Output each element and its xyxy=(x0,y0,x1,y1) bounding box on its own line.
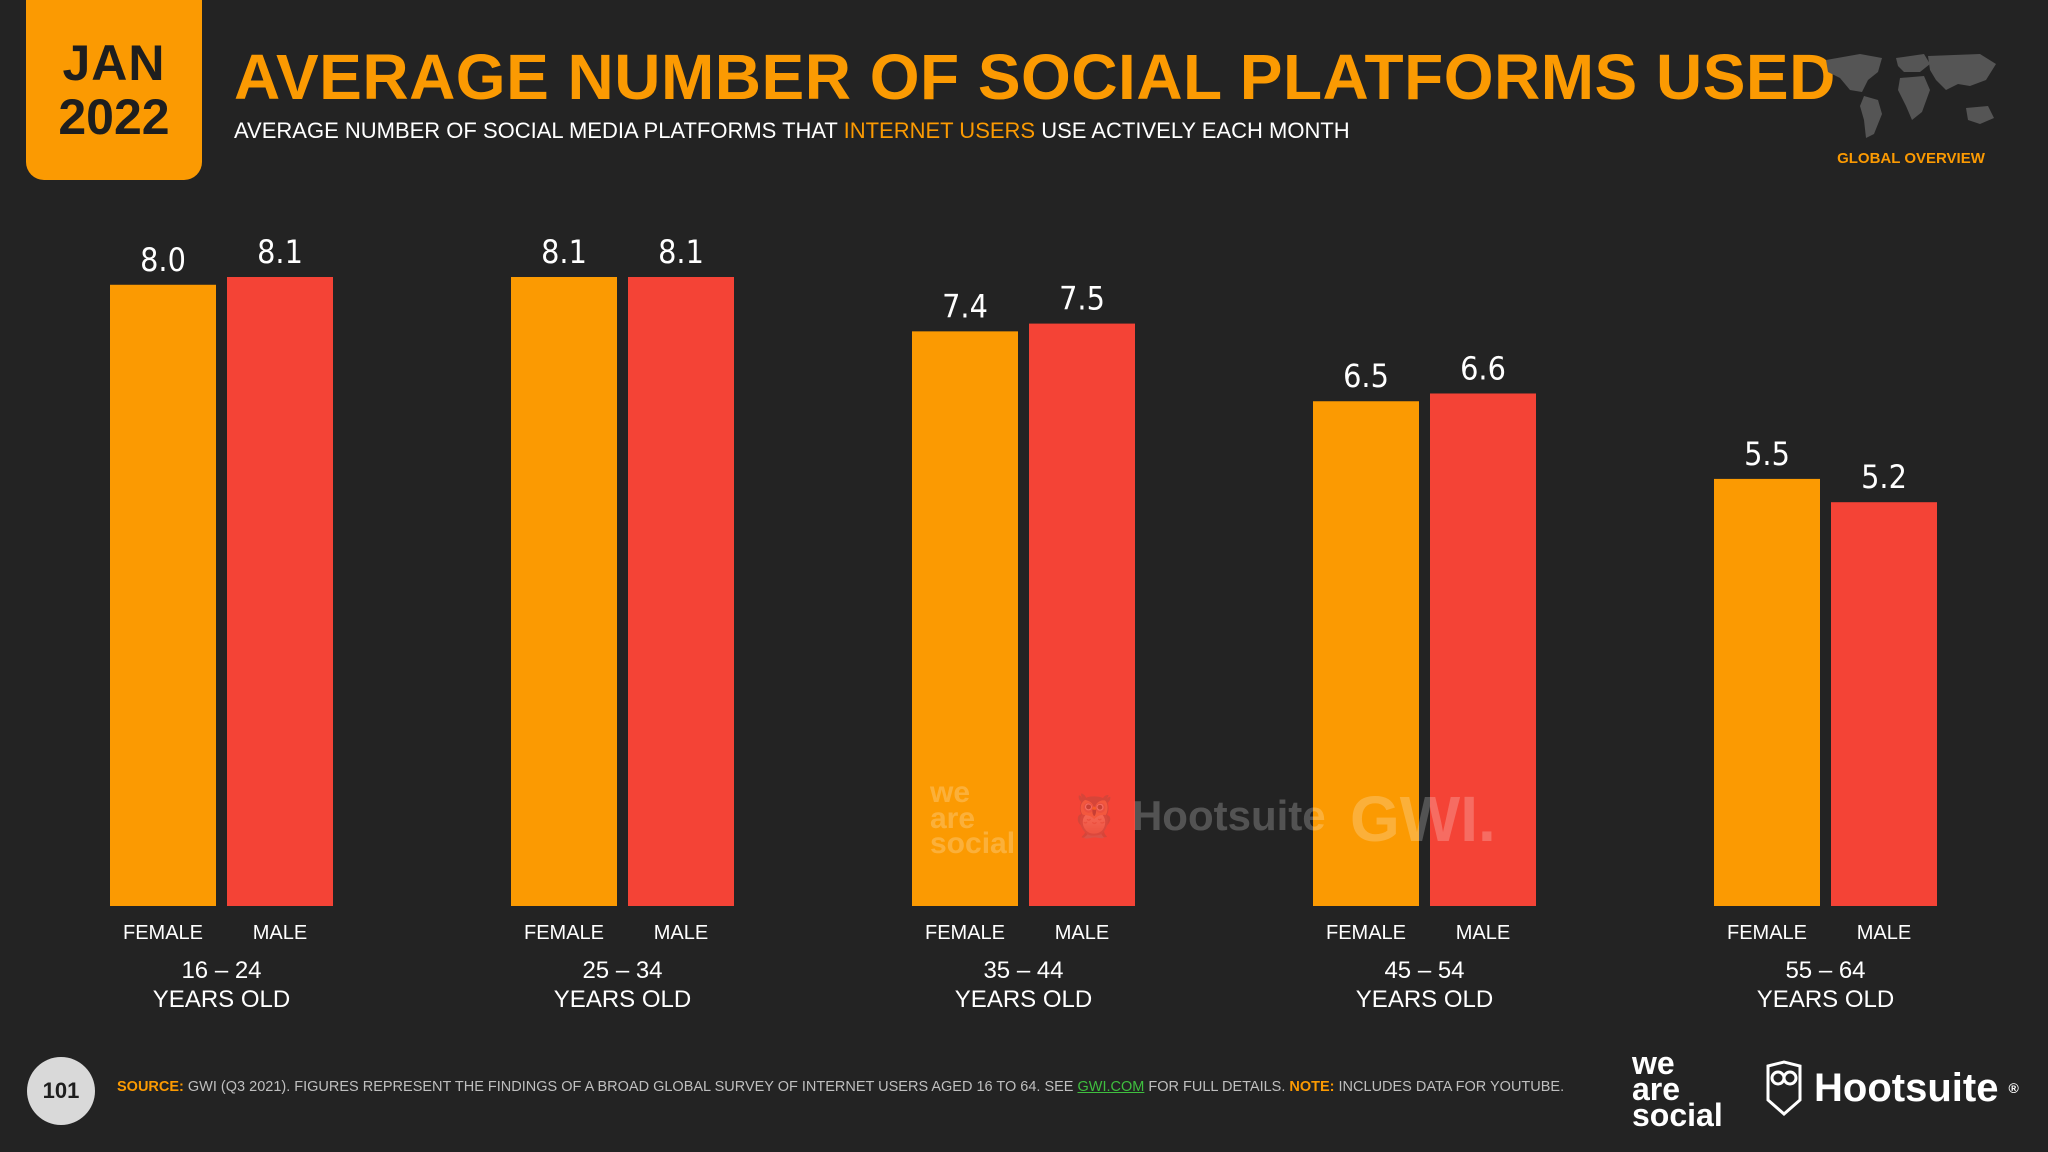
global-overview-label: GLOBAL OVERVIEW xyxy=(1837,150,1985,167)
series-label-female-5: FEMALE xyxy=(1727,922,1807,944)
series-label-male-3: MALE xyxy=(1055,922,1109,944)
watermark-gwi: GWI. xyxy=(1350,783,1496,855)
owl-icon xyxy=(1766,1060,1802,1116)
data-label-female-3: 7.4 xyxy=(942,287,988,325)
data-label-male-3: 7.5 xyxy=(1059,280,1105,318)
data-label-female-2: 8.1 xyxy=(541,233,587,271)
watermark-social: social xyxy=(930,827,1016,860)
hootsuite-text: Hootsuite xyxy=(1814,1065,1999,1110)
category-label-4-range: 45 – 54 xyxy=(1384,957,1464,984)
watermark-hootsuite-text: Hootsuite xyxy=(1131,792,1326,839)
data-label-male-2: 8.1 xyxy=(658,233,704,271)
category-label-5-unit: YEARS OLD xyxy=(1757,986,1894,1013)
hootsuite-logo: Hootsuite ® xyxy=(1764,1060,2019,1116)
page-number: 101 xyxy=(27,1057,95,1125)
source-text-2: FOR FULL DETAILS. xyxy=(1144,1079,1290,1095)
category-label-5-range: 55 – 64 xyxy=(1785,957,1865,984)
bar-male-5 xyxy=(1831,502,1937,906)
we-are-social-logo: we are social xyxy=(1632,1045,1723,1134)
data-label-female-5: 5.5 xyxy=(1744,435,1790,473)
world-map-icon xyxy=(1826,54,1996,138)
note-label: NOTE: xyxy=(1289,1079,1335,1095)
category-label-2-range: 25 – 34 xyxy=(582,957,662,984)
bar-female-4 xyxy=(1313,401,1419,906)
logo-we: we xyxy=(1632,1045,1675,1081)
category-label-2-unit: YEARS OLD xyxy=(554,986,691,1013)
note-text: INCLUDES DATA FOR YOUTUBE. xyxy=(1334,1079,1565,1095)
date-month: JAN xyxy=(62,35,166,91)
hootsuite-registered-mark: ® xyxy=(2008,1080,2019,1096)
source-text: GWI (Q3 2021). FIGURES REPRESENT THE FIN… xyxy=(183,1079,1078,1095)
bar-male-1 xyxy=(227,277,333,906)
series-label-male-1: MALE xyxy=(253,922,307,944)
source-note: SOURCE: GWI (Q3 2021). FIGURES REPRESENT… xyxy=(117,1079,1564,1095)
bar-female-2 xyxy=(511,277,617,906)
series-label-female-4: FEMALE xyxy=(1326,922,1406,944)
bar-male-4 xyxy=(1430,393,1536,907)
watermark-we: we xyxy=(930,776,971,809)
subtitle-post: USE ACTIVELY EACH MONTH xyxy=(1035,118,1350,143)
data-label-female-4: 6.5 xyxy=(1343,357,1389,395)
data-label-male-4: 6.6 xyxy=(1460,349,1506,387)
date-year: 2022 xyxy=(58,89,170,145)
subtitle-pre: AVERAGE NUMBER OF SOCIAL MEDIA PLATFORMS… xyxy=(234,118,844,143)
series-label-female-2: FEMALE xyxy=(524,922,604,944)
owl-icon: 🦉 xyxy=(1068,792,1121,839)
page-subtitle: AVERAGE NUMBER OF SOCIAL MEDIA PLATFORMS… xyxy=(234,118,1350,144)
category-label-1-unit: YEARS OLD xyxy=(153,986,290,1013)
date-badge: JAN 2022 xyxy=(26,0,202,180)
series-label-female-3: FEMALE xyxy=(925,922,1005,944)
source-link[interactable]: GWI.COM xyxy=(1077,1079,1145,1095)
subtitle-highlight: INTERNET USERS xyxy=(843,118,1036,143)
source-label: SOURCE: xyxy=(117,1079,184,1095)
category-label-4-unit: YEARS OLD xyxy=(1356,986,1493,1013)
series-label-male-5: MALE xyxy=(1857,922,1911,944)
category-label-3-range: 35 – 44 xyxy=(983,957,1063,984)
bar-male-3 xyxy=(1029,323,1135,906)
data-label-male-5: 5.2 xyxy=(1861,458,1907,496)
bar-female-1 xyxy=(110,284,216,906)
series-label-female-1: FEMALE xyxy=(123,922,203,944)
series-label-male-2: MALE xyxy=(654,922,708,944)
bar-female-3 xyxy=(912,331,1018,906)
bar-female-5 xyxy=(1714,478,1820,906)
category-label-1-range: 16 – 24 xyxy=(181,957,261,984)
bar-male-2 xyxy=(628,277,734,906)
category-label-3-unit: YEARS OLD xyxy=(955,986,1092,1013)
series-label-male-4: MALE xyxy=(1456,922,1510,944)
logo-are: are xyxy=(1632,1071,1681,1108)
logo-social: social xyxy=(1632,1097,1723,1134)
watermark-are: are xyxy=(930,801,976,835)
page-title: AVERAGE NUMBER OF SOCIAL PLATFORMS USED xyxy=(234,41,1836,113)
data-label-female-1: 8.0 xyxy=(140,241,186,279)
watermark-we-are-social: we are social xyxy=(930,776,1016,860)
watermark-hootsuite: 🦉 Hootsuite xyxy=(1068,792,1326,841)
data-label-male-1: 8.1 xyxy=(257,233,303,271)
